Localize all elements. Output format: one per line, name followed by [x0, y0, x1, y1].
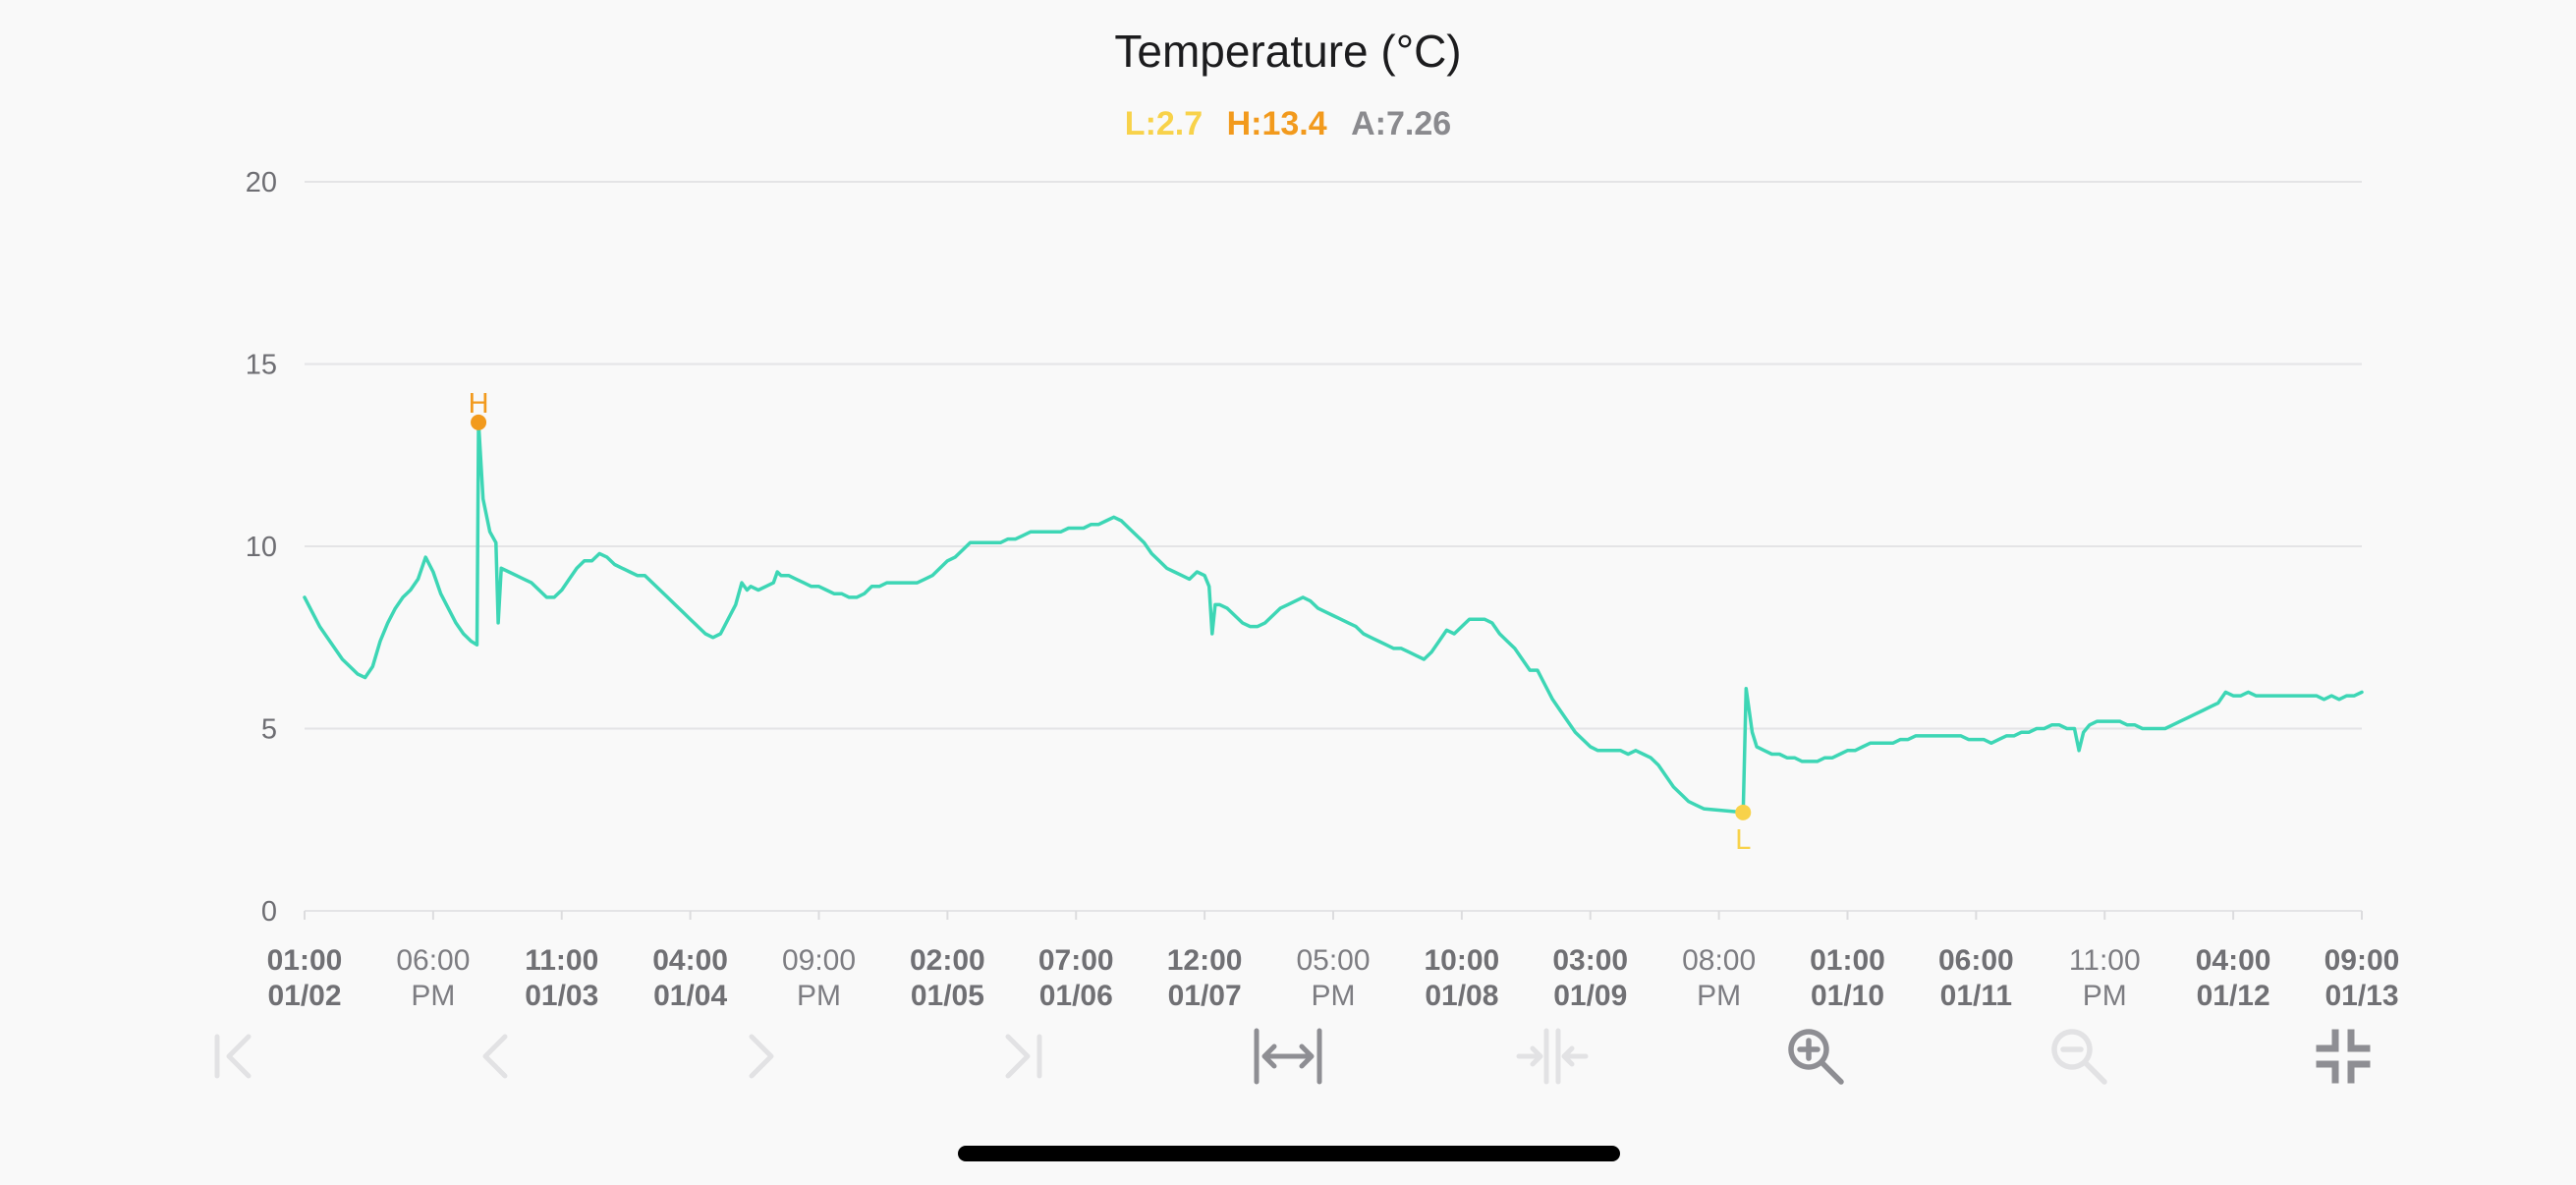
x-tick-sublabel: PM	[1697, 980, 1741, 1012]
x-tick-label: 11:00	[525, 944, 598, 977]
marker-point-h	[471, 414, 487, 430]
compress-horizontal-icon	[1516, 1028, 1589, 1085]
home-indicator	[958, 1146, 1620, 1161]
x-tick-label: 12:00	[1167, 944, 1243, 977]
x-tick-label: 11:00	[2069, 944, 2141, 977]
x-tick-sublabel: 01/06	[1039, 980, 1113, 1012]
x-tick-label: 04:00	[2196, 944, 2271, 977]
previous-icon	[482, 1034, 508, 1079]
grid-lines	[305, 181, 2362, 912]
marker-label-l: L	[1735, 824, 1751, 856]
x-tick-sublabel: 01/03	[525, 980, 598, 1012]
x-tick-label: 08:00	[1682, 944, 1756, 977]
y-axis-ticks: 0 5 10 15 20	[246, 167, 277, 928]
exit-fullscreen-button[interactable]	[2289, 1012, 2397, 1100]
x-tick-label: 01:00	[267, 944, 343, 977]
expand-horizontal-button[interactable]	[1234, 1012, 1342, 1100]
y-tick-label: 0	[261, 896, 277, 928]
x-tick-sublabel: PM	[1312, 980, 1356, 1012]
x-tick-label: 06:00	[1938, 944, 2014, 977]
previous-button[interactable]	[442, 1012, 550, 1100]
chart-title: Temperature (°C)	[1114, 26, 1461, 77]
compress-horizontal-button[interactable]	[1498, 1012, 1606, 1100]
expand-horizontal-icon	[1254, 1028, 1322, 1085]
zoom-in-icon	[1788, 1029, 1844, 1085]
series-layer	[303, 421, 2364, 815]
exit-fullscreen-icon	[2316, 1029, 2371, 1084]
x-tick-sublabel: PM	[411, 980, 455, 1012]
x-tick-sublabel: 01/08	[1425, 980, 1498, 1012]
y-tick-label: 10	[246, 532, 277, 563]
x-tick-sublabel: 01/13	[2324, 980, 2398, 1012]
jump-to-end-icon	[1005, 1034, 1042, 1079]
x-tick-sublabel: PM	[2083, 980, 2127, 1012]
x-tick-sublabel: 01/04	[653, 980, 727, 1012]
zoom-out-button[interactable]	[2025, 1012, 2133, 1100]
jump-to-end-button[interactable]	[969, 1012, 1077, 1100]
x-tick-label: 04:00	[652, 944, 728, 977]
y-tick-label: 20	[246, 167, 277, 198]
x-tick-sublabel: 01/12	[2197, 980, 2270, 1012]
zoom-out-icon	[2051, 1029, 2107, 1085]
x-tick-label: 01:00	[1810, 944, 1885, 977]
x-axis-ticks: 01:0001/0206:00PM11:0001/0304:0001/0409:…	[267, 911, 2400, 1012]
x-tick-sublabel: 01/02	[267, 980, 341, 1012]
high-stat: H:13.4	[1227, 105, 1327, 142]
x-tick-label: 07:00	[1038, 944, 1114, 977]
x-tick-sublabel: 01/10	[1811, 980, 1884, 1012]
marker-label-h: H	[469, 388, 489, 420]
x-tick-sublabel: 01/11	[1940, 980, 2012, 1012]
average-stat: A:7.26	[1351, 105, 1451, 142]
next-icon	[749, 1034, 774, 1079]
y-tick-label: 15	[246, 350, 277, 381]
x-tick-label: 02:00	[910, 944, 985, 977]
marker-point-l	[1735, 804, 1752, 820]
x-tick-label: 06:00	[396, 944, 470, 977]
jump-to-start-icon	[214, 1034, 252, 1079]
x-tick-sublabel: 01/05	[911, 980, 984, 1012]
jump-to-start-button[interactable]	[180, 1012, 288, 1100]
x-tick-sublabel: PM	[797, 980, 841, 1012]
x-tick-label: 10:00	[1425, 944, 1500, 977]
x-tick-label: 03:00	[1552, 944, 1628, 977]
x-tick-label: 09:00	[782, 944, 856, 977]
zoom-in-button[interactable]	[1762, 1012, 1870, 1100]
x-tick-sublabel: 01/07	[1168, 980, 1242, 1012]
y-tick-label: 5	[261, 714, 277, 746]
low-stat: L:2.7	[1125, 105, 1203, 142]
temperature-line	[303, 421, 2364, 815]
x-tick-label: 09:00	[2324, 944, 2400, 977]
x-tick-sublabel: 01/09	[1553, 980, 1627, 1012]
chart-stats: L:2.7 H:13.4 A:7.26	[1125, 105, 1451, 142]
marker-layer: HL	[469, 388, 1752, 856]
x-tick-label: 05:00	[1296, 944, 1370, 977]
next-button[interactable]	[706, 1012, 814, 1100]
